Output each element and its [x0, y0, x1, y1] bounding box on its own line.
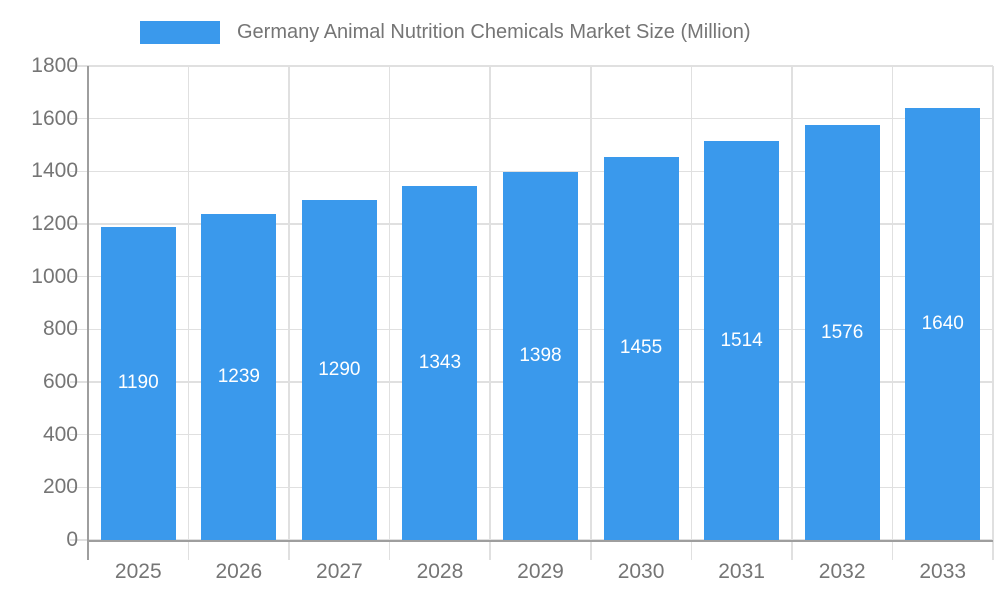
- v-gridline: [288, 66, 290, 560]
- y-axis-tick-label: 1800: [31, 54, 78, 77]
- y-axis-tick-label: 1000: [31, 264, 78, 288]
- bar-2026[interactable]: 1239: [201, 213, 277, 540]
- bar-value-label: 1455: [619, 337, 663, 359]
- v-gridline: [690, 66, 693, 560]
- x-axis-tick-label: 2030: [617, 560, 665, 583]
- v-gridline: [388, 66, 391, 560]
- bar-value-label: 1290: [318, 359, 361, 381]
- x-axis-tick-label: 2025: [114, 560, 162, 583]
- bar-value-label: 1640: [921, 313, 964, 335]
- bar-2027[interactable]: 1290: [301, 200, 377, 540]
- bar-2031[interactable]: 1514: [704, 141, 780, 540]
- plot-area: 1190 1239 1290 1343 1398 1455 1514 1576 1640: [70, 65, 994, 560]
- legend-item[interactable]: Germany Animal Nutrition Chemicals Marke…: [140, 21, 750, 44]
- x-axis-tick-label: 2031: [718, 560, 765, 583]
- y-axis-tick-label: 0: [66, 528, 78, 551]
- v-gridline: [891, 66, 894, 560]
- x-axis-tick-label: 2033: [919, 560, 967, 583]
- x-axis-tick-label: 2026: [215, 560, 263, 583]
- y-axis-tick-label: 600: [42, 370, 78, 393]
- x-axis-tick-label: 2027: [316, 560, 363, 583]
- v-gridline: [992, 66, 994, 560]
- legend-label: Germany Animal Nutrition Chemicals Marke…: [237, 21, 751, 43]
- v-gridline: [489, 66, 491, 560]
- x-axis-tick-label: 2028: [416, 560, 464, 583]
- h-gridline: [70, 117, 993, 120]
- v-gridline: [590, 66, 592, 560]
- x-axis-tick-label: 2029: [517, 560, 564, 583]
- bar-value-label: 1190: [117, 372, 159, 394]
- bar-value-label: 1239: [217, 365, 260, 387]
- x-axis-line: [88, 540, 993, 542]
- legend-swatch: [140, 21, 220, 44]
- bar-value-label: 1398: [519, 344, 562, 366]
- y-axis-tick-label: 1600: [31, 106, 78, 130]
- h-gridline: [70, 65, 993, 67]
- y-axis-tick-label: 400: [42, 422, 78, 446]
- bar-value-label: 1576: [821, 321, 864, 343]
- bar-2030[interactable]: 1455: [603, 156, 679, 540]
- bar-2028[interactable]: 1343: [402, 186, 478, 540]
- y-axis-tick-label: 200: [42, 475, 78, 499]
- y-axis-line: [87, 66, 89, 560]
- bar-2029[interactable]: 1398: [503, 171, 578, 540]
- y-axis-tick-label: 1200: [31, 212, 78, 235]
- h-gridline: [70, 170, 993, 173]
- y-axis-tick-label: 800: [42, 317, 78, 341]
- bar-value-label: 1343: [418, 352, 462, 374]
- bar-2025[interactable]: 1190: [100, 226, 176, 540]
- bar-2033[interactable]: 1640: [905, 108, 981, 540]
- v-gridline: [791, 66, 793, 560]
- v-gridline: [187, 66, 190, 560]
- y-axis-tick-label: 1400: [31, 159, 78, 183]
- bar-value-label: 1514: [720, 329, 763, 351]
- x-axis-tick-label: 2032: [818, 560, 866, 583]
- bar-2032[interactable]: 1576: [804, 125, 880, 540]
